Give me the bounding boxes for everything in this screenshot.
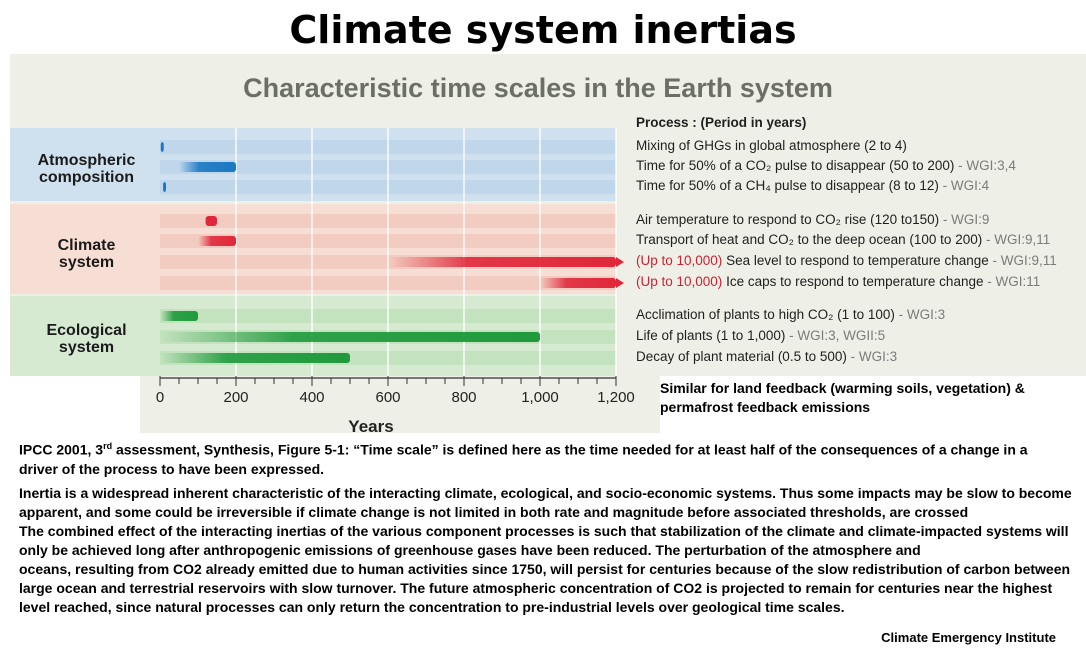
- process-label: Air temperature to respond to CO₂ rise (…: [636, 212, 990, 227]
- group-label-atmospheric: Atmospheric composition: [37, 152, 136, 186]
- process-label: Mixing of GHGs in global atmosphere (2 t…: [636, 138, 907, 153]
- process-label: Life of plants (1 to 1,000) - WGI:3, WGI…: [636, 328, 886, 343]
- x-tick-label: 1,000: [521, 389, 559, 406]
- bar-arrow-5: [616, 257, 624, 267]
- process-label: Acclimation of plants to high CO₂ (1 to …: [636, 307, 946, 322]
- bar-9: [160, 353, 350, 363]
- body-paragraph: oceans, resulting from CO2 already emitt…: [19, 561, 1071, 615]
- axis-panel: [140, 376, 660, 433]
- x-tick-label: 600: [375, 389, 400, 406]
- bar-6: [540, 278, 616, 288]
- group-label-ecological: Ecological system: [46, 322, 127, 356]
- bar-4: [198, 236, 236, 246]
- bar-5: [388, 257, 616, 267]
- bar-2: [163, 182, 167, 192]
- bar-7: [160, 311, 198, 321]
- x-tick-label: 200: [223, 389, 248, 406]
- body-paragraph: Inertia is a widespread inherent charact…: [19, 485, 1072, 520]
- x-tick-label: 1,200: [597, 389, 635, 406]
- figure-caption: IPCC 2001, 3rd assessment, Synthesis, Fi…: [19, 441, 1028, 477]
- process-label: Time for 50% of a CO₂ pulse to disappear…: [636, 158, 1016, 173]
- slide-title: Climate system inertias: [289, 8, 797, 52]
- x-tick-label: 0: [156, 389, 164, 406]
- x-axis-label: Years: [348, 417, 393, 436]
- group-label-climate: Climate system: [57, 237, 116, 271]
- bar-0: [160, 142, 164, 152]
- process-label: Time for 50% of a CH₄ pulse to disappear…: [636, 178, 990, 193]
- side-note: Similar for land feedback (warming soils…: [660, 380, 1025, 415]
- process-label: Transport of heat and CO₂ to the deep oc…: [636, 232, 1051, 247]
- bar-arrow-6: [616, 278, 624, 288]
- chart-title: Characteristic time scales in the Earth …: [243, 73, 833, 103]
- body-text: Inertia is a widespread inherent charact…: [19, 484, 1077, 617]
- credit: Climate Emergency Institute: [881, 630, 1056, 645]
- process-label: Decay of plant material (0.5 to 500) - W…: [636, 349, 898, 364]
- body-paragraph: The combined effect of the interacting i…: [19, 523, 1069, 558]
- process-label: (Up to 10,000) Ice caps to respond to te…: [636, 274, 1041, 289]
- x-tick-label: 800: [451, 389, 476, 406]
- process-header: Process : (Period in years): [636, 115, 807, 130]
- x-tick-label: 400: [299, 389, 324, 406]
- process-label: (Up to 10,000) Sea level to respond to t…: [636, 253, 1057, 268]
- bar-8: [160, 332, 540, 342]
- bar-1: [179, 162, 236, 172]
- bar-3: [205, 216, 217, 226]
